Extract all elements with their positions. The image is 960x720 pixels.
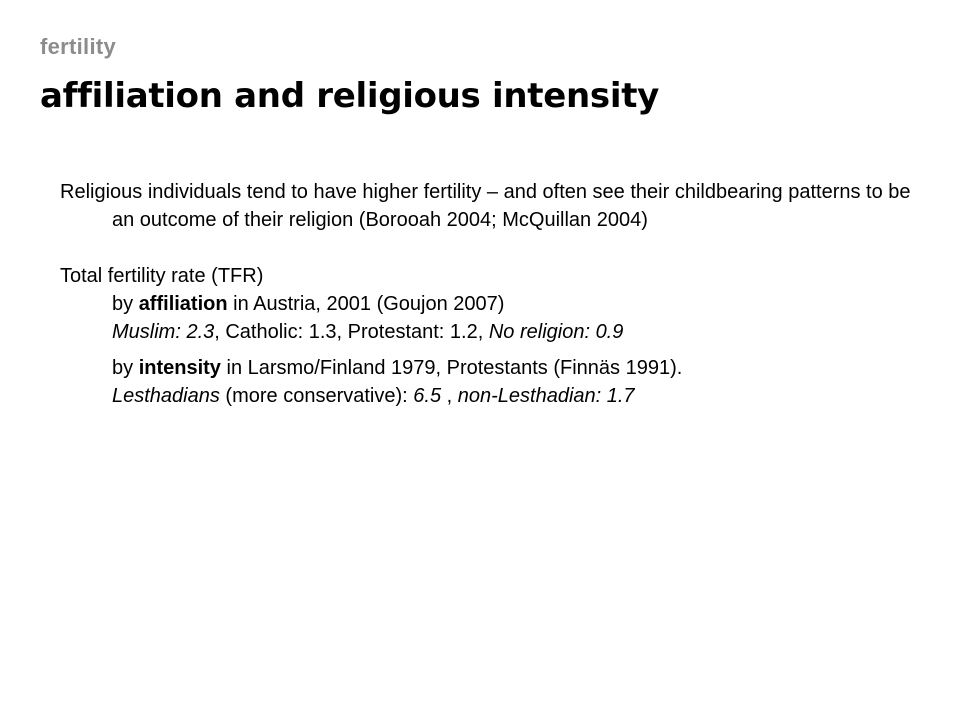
intensity-values: Lesthadians (more conservative): 6.5 , n…	[112, 382, 920, 410]
slide-body: Religious individuals tend to have highe…	[60, 178, 920, 410]
value-conservative-note: (more conservative):	[219, 385, 414, 407]
spacer	[112, 346, 920, 354]
value-non-lesthadian: non-Lesthadian: 1.7	[457, 385, 635, 407]
affiliation-post: in Austria, 2001 (Goujon 2007)	[227, 293, 505, 315]
value-lesthadians: 6.5	[413, 385, 442, 407]
affiliation-pre: by	[112, 293, 139, 315]
slide-title: affiliation and religious intensity	[40, 76, 660, 116]
value-muslim: Muslim: 2.3	[112, 321, 215, 343]
value-catholic-protestant: , Catholic: 1.3, Protestant: 1.2,	[214, 321, 489, 343]
paragraph-tfr: Total fertility rate (TFR) by affiliatio…	[60, 262, 920, 410]
affiliation-line: by affiliation in Austria, 2001 (Goujon …	[112, 290, 920, 318]
value-no-religion: No religion: 0.9	[488, 321, 624, 343]
intensity-post: in Larsmo/Finland 1979, Protestants (Fin…	[220, 357, 683, 379]
intensity-pre: by	[112, 357, 139, 379]
intensity-line: by intensity in Larsmo/Finland 1979, Pro…	[112, 354, 920, 382]
section-kicker: fertility	[40, 34, 117, 59]
affiliation-bold: affiliation	[138, 293, 228, 315]
paragraph-religious-fertility: Religious individuals tend to have highe…	[60, 181, 911, 231]
intensity-bold: intensity	[138, 357, 221, 379]
affiliation-values: Muslim: 2.3, Catholic: 1.3, Protestant: …	[112, 318, 920, 346]
value-lesthadians-label: Lesthadians	[112, 385, 220, 407]
tfr-lead: Total fertility rate (TFR)	[60, 265, 264, 287]
value-separator: ,	[441, 385, 458, 407]
